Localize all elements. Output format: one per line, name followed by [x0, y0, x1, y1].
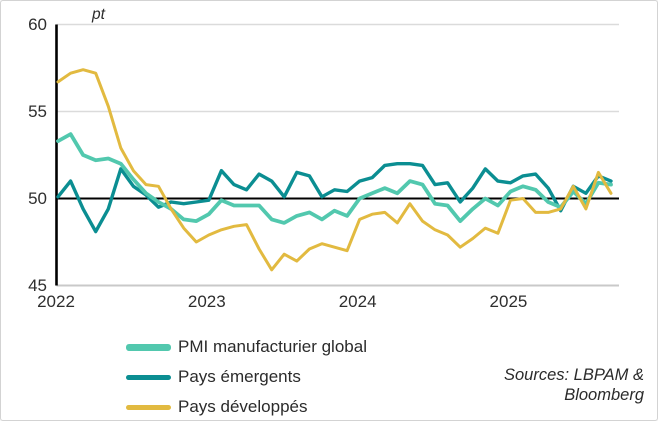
y-axis-unit-label: pt: [92, 6, 105, 23]
x-tick-label: 2024: [338, 292, 377, 311]
series-line-2: [56, 68, 613, 272]
legend-label-pays-emergents: Pays émergents: [178, 367, 301, 386]
source-note-line1: Sources: LBPAM &: [503, 366, 644, 384]
y-tick-label: 60: [28, 15, 47, 34]
x-tick-label: 2022: [37, 292, 75, 311]
legend-item-pays-emergents: Pays émergents: [126, 367, 367, 386]
series-line-0: [56, 132, 613, 225]
x-tick-label: 2023: [187, 292, 226, 311]
chart-legend: PMI manufacturier global Pays émergents …: [126, 337, 367, 420]
legend-swatch-pmi-global: [126, 343, 171, 351]
y-tick-label: 50: [28, 189, 47, 208]
x-tick-label: 2025: [489, 292, 528, 311]
legend-item-pmi-global: PMI manufacturier global: [126, 337, 367, 356]
series-line-1: [56, 161, 613, 234]
source-note: Sources: LBPAM & Bloomberg: [504, 366, 644, 405]
source-note-line2: Bloomberg: [564, 385, 644, 404]
legend-item-pays-developpes: Pays développés: [126, 397, 367, 416]
y-tick-label: 55: [28, 102, 47, 121]
legend-swatch-pays-emergents: [126, 374, 171, 380]
legend-swatch-pays-developpes: [126, 404, 171, 410]
legend-label-pays-developpes: Pays développés: [178, 397, 308, 416]
legend-label-pmi-global: PMI manufacturier global: [178, 337, 367, 356]
y-tick-label: 45: [28, 276, 47, 295]
